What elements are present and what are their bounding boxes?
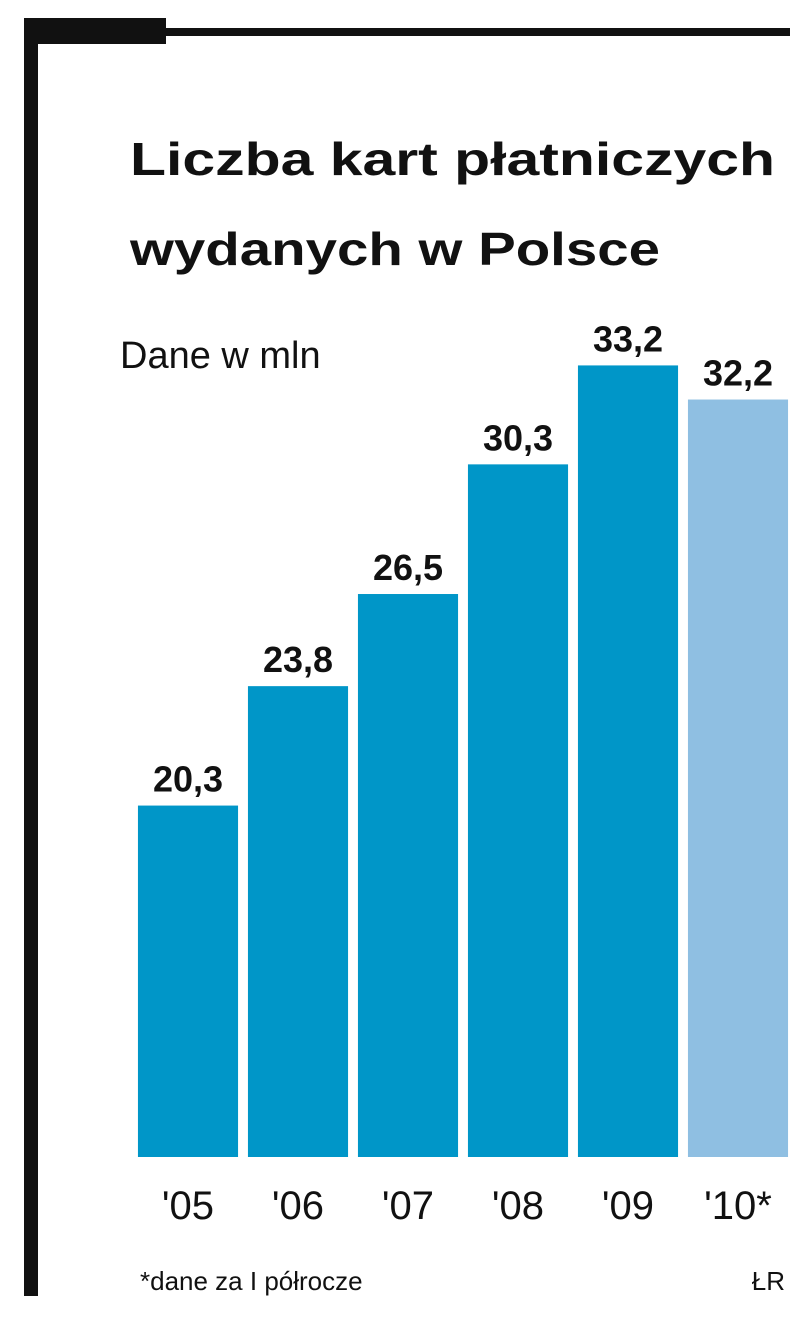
x-tick-label: '10* (704, 1184, 772, 1228)
x-tick-label: '08 (492, 1184, 544, 1228)
bar (577, 365, 679, 1157)
chart-subtitle: Dane w mln (120, 335, 321, 377)
value-label: 30,3 (483, 417, 553, 458)
chart-title: wydanych w Polsce (129, 223, 660, 275)
value-label: 23,8 (263, 639, 333, 680)
frame-top (24, 28, 790, 36)
source: ŁR (752, 1266, 785, 1296)
bar (137, 805, 239, 1157)
value-label: 20,3 (153, 759, 223, 800)
x-tick-label: '07 (382, 1184, 434, 1228)
value-label: 26,5 (373, 547, 443, 588)
bar (357, 594, 459, 1157)
bar (467, 464, 569, 1157)
value-label: 33,2 (593, 318, 663, 359)
chart-title: Liczba kart płatniczych (130, 133, 775, 185)
x-tick-label: '06 (272, 1184, 324, 1228)
bar (247, 686, 349, 1157)
footnote: *dane za I półrocze (140, 1266, 363, 1296)
x-tick-label: '09 (602, 1184, 654, 1228)
x-tick-label: '05 (162, 1184, 214, 1228)
value-label: 32,2 (703, 353, 773, 394)
bar (687, 399, 789, 1157)
frame-left (24, 18, 38, 1296)
frame-corner (24, 18, 166, 44)
